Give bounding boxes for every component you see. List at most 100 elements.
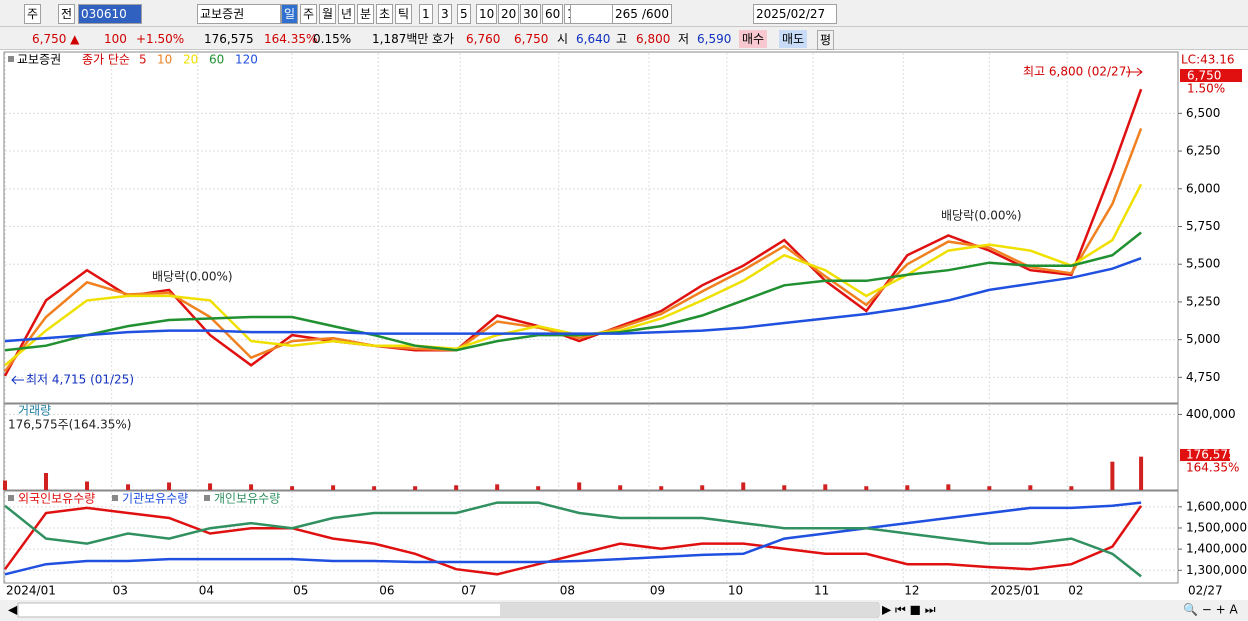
number-button[interactable]: 30 [520,4,542,24]
annotation: 164.35% [1186,461,1239,475]
volume-bar [495,484,500,490]
volume-bar [700,485,705,490]
high: 6,800 [636,32,671,46]
annotation: 176,575주(164.35%) [8,418,131,432]
high-arrow [1126,67,1143,77]
volume-bar [372,486,377,490]
period-select[interactable]: 주 [24,4,42,24]
volume-bar [1139,456,1144,490]
legend-entry: 60 [209,53,224,67]
scroll-right[interactable]: ▶ ⏮ ■ ⏭ [882,603,936,617]
x-tick-label: 08 [560,584,575,598]
annotation: 1.50% [1187,82,1225,96]
scroll-thumb[interactable] [500,604,880,616]
volume-bar [413,486,418,490]
legend-box [112,495,118,501]
volume-bar [864,486,869,490]
x-tick-label: 11 [814,584,829,598]
y-tick-label: 5,750 [1186,219,1220,233]
x-tick-label: 12 [904,584,919,598]
volume-last-box [1180,449,1230,461]
unit-button[interactable]: 초 [376,4,394,24]
avg-button[interactable]: 평 [817,30,835,50]
x-tick-label: 07 [461,584,476,598]
legend-entry: 개인보유수량 [214,492,280,506]
chart-bg [0,50,1248,621]
volume-rate: 164.35% [264,32,318,46]
unit-button[interactable]: 주 [300,4,318,24]
count-input[interactable]: 265 [612,4,640,24]
volume-bar [618,485,623,490]
legend-box [204,495,210,501]
unit-button[interactable]: 분 [357,4,375,24]
volume-frame [3,403,1179,491]
series-line [4,257,1142,343]
volume-bar [741,482,746,490]
end-date-label: 02/27 [1188,584,1223,598]
legend-box [8,56,14,62]
number-button[interactable]: 60 [542,4,564,24]
annotation: 최저 4,715 (01/25) [26,373,134,387]
zoom-tools[interactable]: 🔍 − + A [1183,602,1238,617]
blank-input[interactable] [570,4,614,24]
y-tick-label: 5,000 [1186,332,1220,346]
legend-entry: 20 [183,53,198,67]
buy-button[interactable]: 매수 [739,30,768,48]
volume-bar [44,473,49,490]
open-label: 시 [557,32,569,46]
volume-bar [3,480,7,490]
prev-button[interactable]: 전 [58,4,76,24]
y-tick-label: 6,000 [1186,181,1220,195]
number-button[interactable]: 5 [457,4,471,24]
legend-entry: 외국인보유수량 [18,492,95,506]
stock-name[interactable]: 교보증권 [197,4,281,24]
annotation: 176,575 [1186,448,1236,462]
sell-button[interactable]: 매도 [779,30,808,48]
scroll-left[interactable]: ◀ [8,603,18,617]
unit-button[interactable]: 일 [281,4,299,24]
annotation: 배당락(0.00%) [152,270,233,284]
volume-bar [208,483,213,490]
volume: 176,575 [204,32,254,46]
number-button[interactable]: 10 [476,4,498,24]
number-button[interactable]: 3 [438,4,452,24]
volume-bar [946,484,951,490]
code-input[interactable]: 030610 [78,4,142,24]
y-tick-label: 5,250 [1186,294,1220,308]
volume-bar [987,486,992,490]
ask: 6,760 [466,32,501,46]
price: 6,750 ▲ [32,32,80,46]
low-label: 저 [678,32,690,46]
price-frame [3,51,1179,404]
number-button[interactable]: 1 [419,4,433,24]
annotation: 6,750 [1187,69,1221,83]
unit-button[interactable]: 년 [338,4,356,24]
number-button[interactable]: 20 [498,4,520,24]
legend-subtitle: 종가 단순 [82,53,130,67]
y-tick-label: 5,500 [1186,257,1220,271]
series-line [4,501,1142,578]
x-tick-label: 04 [199,584,214,598]
x-tick-label: 02 [1068,584,1083,598]
unit-button[interactable]: 월 [319,4,337,24]
volume-bar [126,484,131,490]
x-tick-label: 03 [113,584,128,598]
low: 6,590 [697,32,732,46]
annotation: LC:43.16 [1181,53,1234,67]
hoga-label: 호가 [432,32,455,46]
annotation: 배당락(0.00%) [941,209,1022,223]
x-tick-label: 06 [379,584,394,598]
y-tick-label: 1,600,000 [1186,499,1247,513]
y-tick-label: 1,400,000 [1186,542,1247,556]
turnover: 0.15% [313,32,352,46]
series-line [4,127,1143,373]
low-arrow [11,375,24,385]
unit-button[interactable]: 틱 [395,4,413,24]
high-label: 고 [616,32,628,46]
x-tick-label: 10 [728,584,743,598]
annotation: 최고 6,800 (02/27) [1023,65,1131,79]
date-input[interactable]: 2025/02/27 [753,4,837,24]
